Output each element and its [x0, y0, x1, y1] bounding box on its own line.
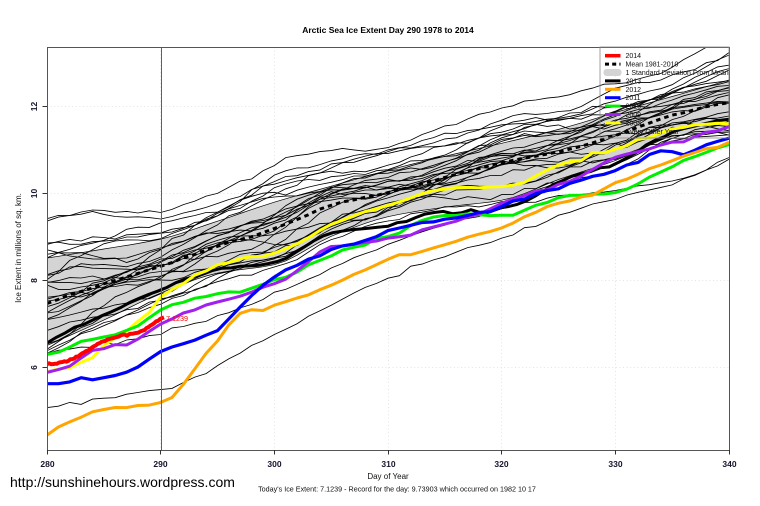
svg-text:Ice Extent in millions of sq.: Ice Extent in millions of sq. km. — [14, 193, 23, 303]
svg-text:8: 8 — [29, 278, 39, 283]
svg-text:6: 6 — [29, 365, 39, 370]
svg-text:10: 10 — [29, 189, 39, 199]
svg-text:290: 290 — [153, 459, 167, 469]
svg-text:2009: 2009 — [626, 112, 642, 119]
svg-text:330: 330 — [608, 459, 622, 469]
svg-text:310: 310 — [381, 459, 395, 469]
svg-text:http://sunshinehours.wordpress: http://sunshinehours.wordpress.com — [10, 474, 235, 490]
svg-text:2010: 2010 — [626, 104, 642, 111]
svg-text:280: 280 — [40, 459, 54, 469]
svg-text:2014: 2014 — [626, 53, 642, 60]
svg-text:Every Other Year: Every Other Year — [626, 129, 680, 136]
svg-text:Today's Ice Extent: 7.1239 -: Today's Ice Extent: 7.1239 - Record for … — [258, 485, 536, 494]
svg-text:Day of Year: Day of Year — [367, 472, 409, 481]
svg-text:1 Standard Deviation From Mean: 1 Standard Deviation From Mean — [626, 70, 729, 77]
svg-text:Arctic Sea Ice Extent Day 290: Arctic Sea Ice Extent Day 290 1978 to 20… — [302, 25, 474, 35]
svg-text:2012: 2012 — [626, 87, 642, 94]
svg-text:12: 12 — [29, 102, 39, 112]
svg-text:Mean 1981-2010: Mean 1981-2010 — [626, 62, 679, 69]
svg-text:2011: 2011 — [626, 95, 641, 102]
svg-text:7.1239: 7.1239 — [166, 314, 188, 323]
svg-text:2013: 2013 — [626, 78, 642, 85]
svg-text:340: 340 — [722, 459, 736, 469]
svg-text:300: 300 — [267, 459, 281, 469]
svg-text:2008: 2008 — [626, 120, 642, 127]
svg-text:320: 320 — [494, 459, 508, 469]
